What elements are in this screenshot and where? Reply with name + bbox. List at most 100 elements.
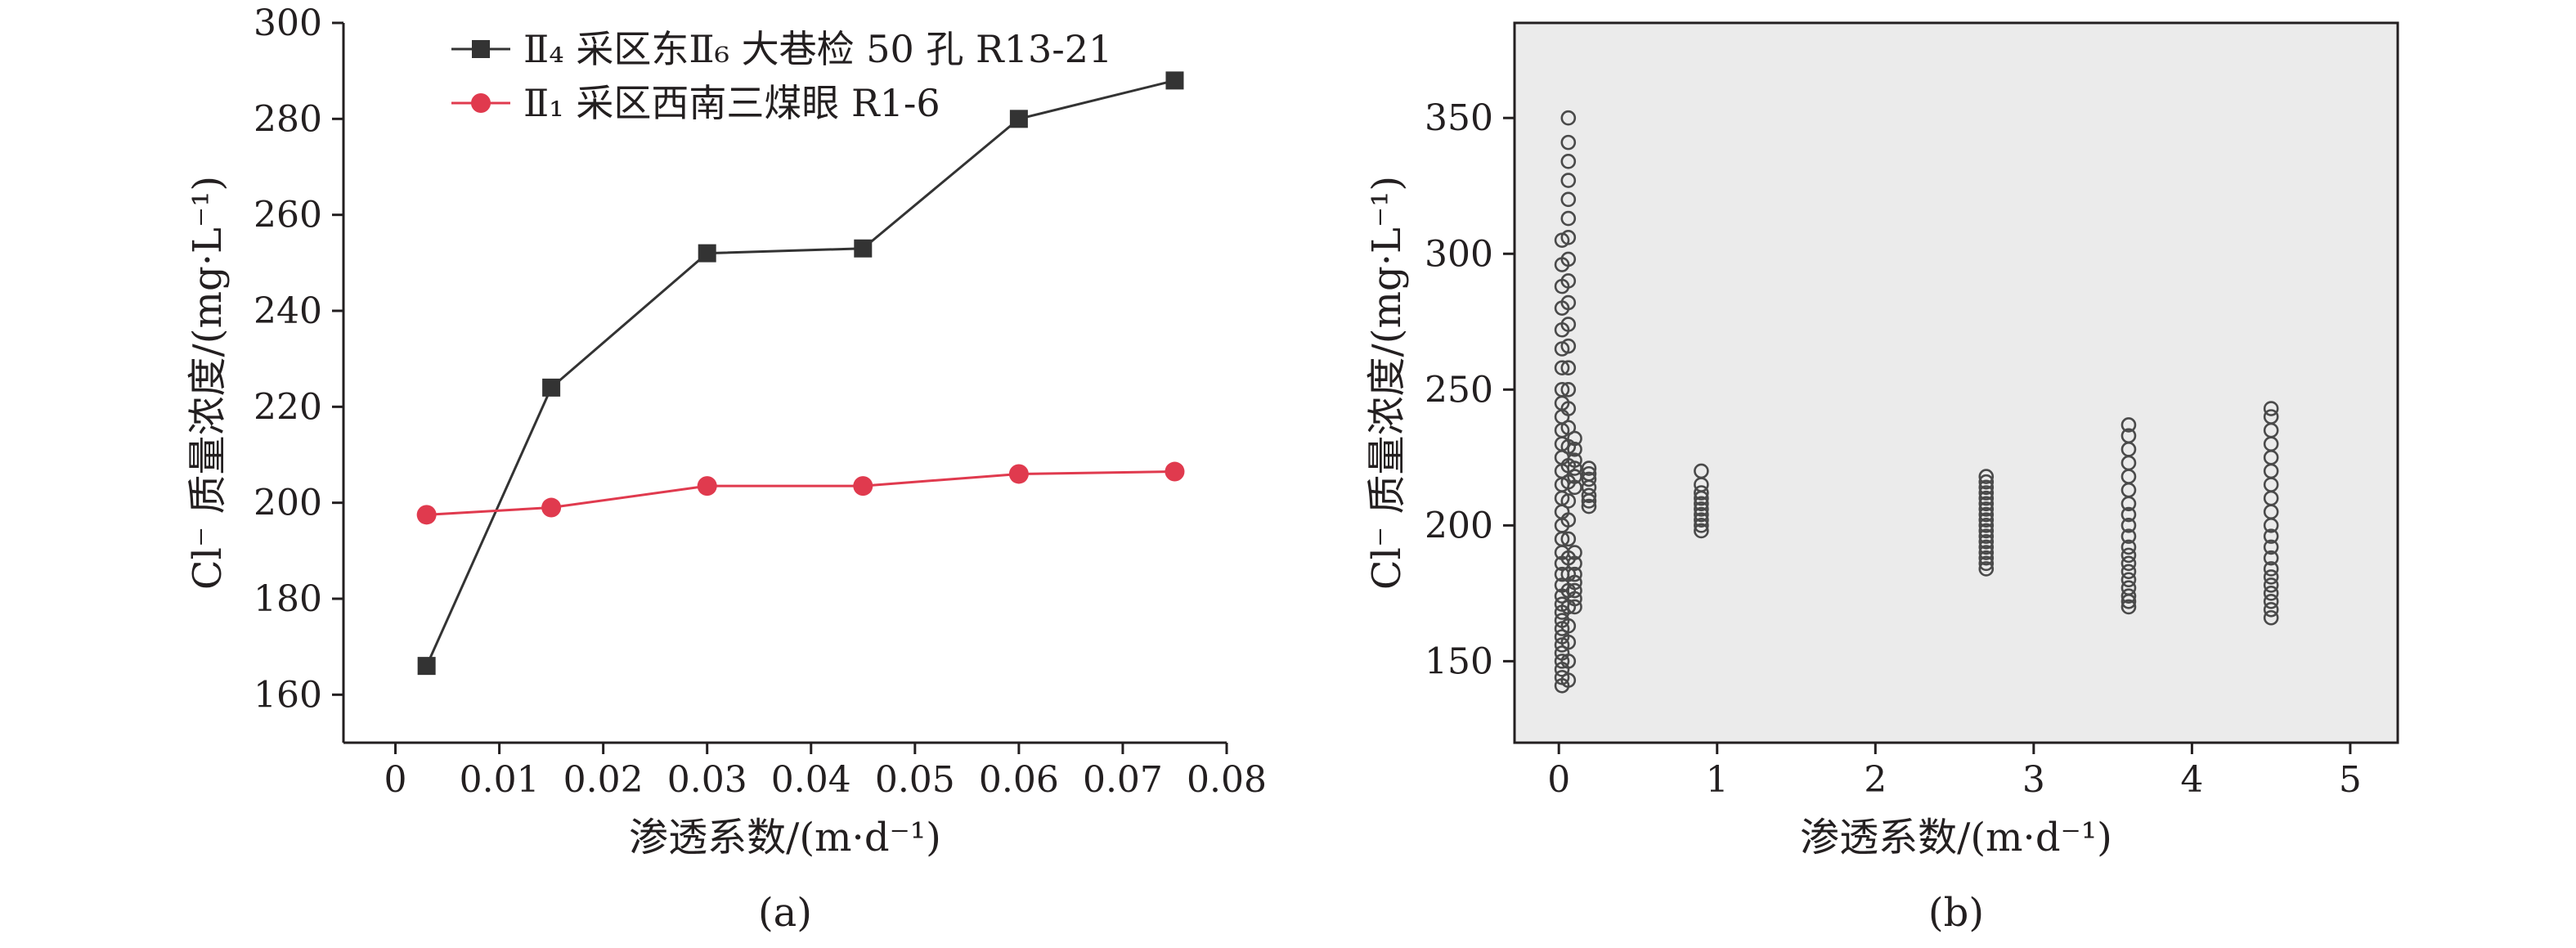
data-point-square [417,657,436,676]
scatter-point [1694,496,1709,512]
scatter-point [1560,531,1577,547]
data-point-circle [853,476,873,496]
x-tick-label: 0.08 [1187,759,1267,801]
scatter-point [1581,471,1597,487]
scatter-point [1554,360,1570,376]
scatter-point [2263,528,2279,544]
scatter-point [1567,452,1582,468]
scatter-point [1694,501,1709,517]
x-tick-label: 0 [1547,759,1570,801]
panel-b-y-ticks: 150 200 250 300 350 [1425,97,1515,682]
scatter-point [1978,555,1995,572]
scatter-point [2120,555,2137,572]
scatter-point [1560,512,1577,528]
panel-b-x-ticks: 0 1 2 3 4 5 [1547,743,2362,801]
scatter-point [1978,469,1995,484]
y-tick-label: 280 [254,98,322,140]
data-point-square [698,244,716,263]
panel-a-series [416,71,1185,676]
y-tick-label: 200 [254,483,322,524]
scatter-point [1978,474,1995,490]
data-point-square [542,378,561,397]
scatter-point [1560,401,1577,416]
scatter-point [1978,518,1995,533]
scatter-point [1560,360,1577,376]
y-tick-label: 150 [1425,640,1493,682]
y-tick-label: 300 [1425,233,1493,275]
scatter-point [1554,654,1570,669]
scatter-point [1560,191,1577,208]
panel-b-points [1554,110,2279,694]
scatter-point [2120,539,2137,555]
scatter-point [1560,493,1577,509]
scatter-point [1560,654,1577,669]
data-point-square [854,239,873,258]
scatter-point [1694,523,1709,539]
scatter-point [2263,601,2279,618]
scatter-point [2263,409,2279,425]
panel-b-scatter-chart: 0 1 2 3 4 5 150 200 250 300 350 渗透系数/(m·d⁻¹) Cl⁻ … [1364,21,2399,936]
scatter-point [1978,533,1995,550]
y-tick-label: 200 [1425,505,1493,546]
series-line-2 [426,470,1175,516]
scatter-point [1560,154,1577,169]
panel-b-x-axis-title: 渗透系数/(m·d⁻¹) [1800,815,2112,860]
y-tick-label: 240 [254,290,322,332]
y-tick-label: 260 [254,195,322,236]
x-tick-label: 0.06 [979,759,1059,801]
scatter-point [2120,547,2137,564]
scatter-point [1560,110,1577,126]
scatter-point [1567,430,1582,447]
scatter-point [1978,550,1995,566]
scatter-point [2120,580,2137,596]
panel-b-label: (b) [1928,890,1984,936]
scatter-point [1560,420,1577,436]
scatter-point [2263,401,2279,416]
panel-a-line-chart: 0 0.01 0.02 0.03 0.04 0.05 0.06 0.07 0.08 160 180… [185,2,1267,936]
x-tick-label: 4 [2180,759,2203,801]
scatter-point [2263,550,2279,566]
scatter-point [1581,487,1597,504]
scatter-point [1978,485,1995,501]
data-point-square [1165,71,1184,90]
scatter-point [2263,586,2279,601]
scatter-point [1978,561,1995,577]
x-tick-label: 0.05 [875,759,955,801]
panel-b-y-axis-title: Cl⁻ 质量浓度/(mg·L⁻¹) [1364,176,1410,590]
x-tick-label: 0.03 [667,759,747,801]
panel-a-x-ticks: 0 0.01 0.02 0.03 0.04 0.05 0.06 0.07 0.08 [384,743,1267,801]
y-tick-label: 250 [1425,369,1493,411]
scatter-point [2263,569,2279,585]
scatter-point [1694,463,1709,479]
scatter-point [1567,574,1582,591]
scatter-point [1978,496,1995,512]
data-point-circle [416,505,437,525]
scatter-point [2263,561,2279,577]
y-tick-label: 350 [1425,97,1493,139]
y-tick-label: 220 [254,386,322,428]
legend-marker-circle [471,93,491,113]
panel-a-y-ticks: 160 180 200 220 240 260 280 300 [254,2,343,716]
scatter-point [1560,317,1577,332]
scatter-point [1978,506,1995,523]
scatter-point [1694,512,1709,528]
scatter-point [1560,273,1577,289]
scatter-point [2120,506,2137,523]
data-point-circle [1165,461,1185,482]
data-point-circle [697,476,717,496]
scatter-point [1978,523,1995,539]
scatter-point [1560,134,1577,151]
scatter-point [2263,539,2279,555]
x-tick-label: 5 [2339,759,2362,801]
y-tick-label: 180 [254,578,322,620]
scatter-point [1560,672,1577,688]
scatter-point [1694,506,1709,523]
panel-a-legend: Ⅱ₄ 采区东Ⅱ₆ 大巷检 50 孔 R13-21 Ⅱ₁ 采区西南三煤眼 R1-6 [451,27,1112,125]
x-tick-label: 0.01 [460,759,540,801]
scatter-point [1567,461,1582,476]
scatter-point [1554,382,1570,398]
scatter-point [1560,634,1577,650]
scatter-point [1694,518,1709,533]
y-tick-label: 300 [254,2,322,44]
